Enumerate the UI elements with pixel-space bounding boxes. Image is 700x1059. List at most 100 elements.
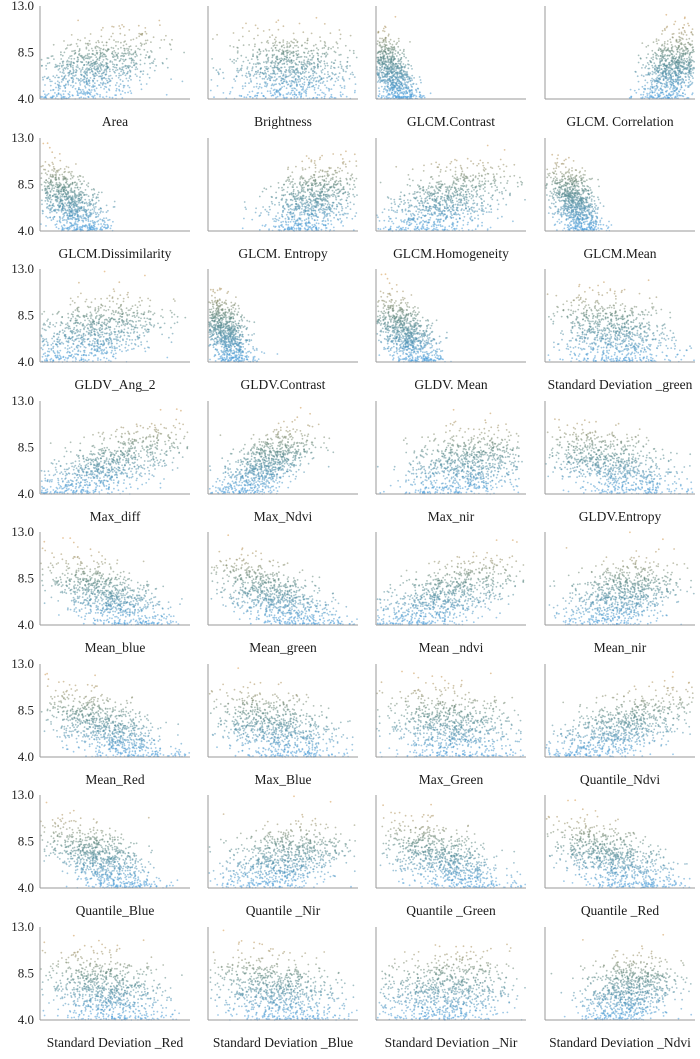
- data-point: [291, 180, 294, 183]
- data-point: [299, 217, 302, 219]
- data-point: [670, 44, 673, 46]
- data-point: [83, 59, 85, 61]
- data-point: [672, 75, 674, 78]
- data-point: [311, 52, 314, 55]
- data-point: [677, 79, 680, 82]
- data-point: [101, 41, 104, 44]
- data-point: [682, 72, 685, 75]
- data-point: [76, 210, 79, 213]
- data-point: [110, 224, 113, 227]
- data-point: [99, 62, 102, 64]
- data-point: [650, 57, 653, 59]
- data-point: [296, 54, 299, 57]
- data-point: [97, 199, 100, 202]
- data-point: [56, 188, 58, 191]
- data-point: [64, 195, 67, 198]
- data-point: [669, 77, 672, 79]
- data-point: [685, 79, 687, 82]
- data-point: [77, 197, 79, 200]
- data-point: [381, 68, 383, 71]
- data-point: [318, 75, 321, 77]
- data-point: [299, 78, 301, 81]
- data-point: [295, 39, 297, 41]
- data-point: [690, 74, 692, 77]
- data-point: [246, 76, 248, 79]
- data-point: [68, 210, 70, 213]
- data-point: [59, 190, 61, 192]
- data-point: [355, 177, 358, 179]
- data-point: [321, 47, 324, 50]
- data-point: [60, 51, 62, 54]
- data-point: [314, 201, 316, 204]
- data-point: [119, 32, 122, 35]
- data-point: [382, 29, 384, 32]
- data-point: [117, 48, 120, 50]
- data-point: [47, 169, 50, 172]
- data-point: [389, 69, 392, 72]
- data-point: [311, 189, 313, 191]
- data-point: [63, 40, 65, 42]
- data-point: [353, 202, 355, 205]
- data-point: [402, 74, 405, 77]
- data-point: [79, 82, 81, 84]
- data-point: [301, 183, 304, 186]
- data-point: [86, 90, 89, 93]
- data-point: [403, 90, 405, 93]
- data-point: [63, 84, 65, 87]
- data-point: [287, 166, 290, 168]
- data-point: [72, 174, 75, 177]
- data-point: [105, 204, 108, 206]
- data-point: [400, 57, 403, 59]
- data-point: [398, 80, 401, 83]
- data-point: [281, 58, 284, 61]
- data-point: [654, 64, 657, 67]
- data-point: [641, 42, 644, 44]
- data-point: [391, 91, 393, 94]
- data-point: [661, 82, 664, 85]
- data-point: [315, 203, 318, 205]
- data-point: [81, 226, 84, 228]
- data-point: [159, 24, 161, 26]
- data-point: [256, 56, 259, 58]
- data-point: [395, 83, 398, 85]
- data-point: [387, 73, 390, 76]
- data-point: [687, 74, 689, 76]
- data-point: [146, 39, 149, 42]
- data-point: [95, 226, 98, 229]
- data-point: [398, 82, 401, 85]
- data-point: [84, 57, 87, 60]
- data-point: [83, 201, 86, 204]
- data-point: [321, 169, 324, 172]
- data-point: [337, 66, 340, 69]
- data-point: [658, 77, 661, 80]
- data-point: [271, 66, 274, 69]
- data-point: [683, 89, 686, 91]
- data-point: [274, 63, 277, 65]
- data-point: [310, 175, 312, 177]
- data-point: [664, 29, 666, 31]
- data-point: [74, 71, 77, 74]
- data-point: [73, 181, 76, 183]
- scatter-plot: [544, 6, 695, 100]
- data-point: [252, 49, 254, 51]
- data-point: [332, 152, 335, 155]
- data-point: [265, 85, 268, 88]
- data-point: [383, 80, 386, 83]
- data-point: [409, 90, 411, 92]
- data-point: [307, 216, 310, 219]
- data-point: [267, 42, 270, 44]
- data-point: [165, 57, 168, 60]
- data-point: [70, 66, 72, 68]
- data-point: [254, 94, 257, 97]
- data-point: [100, 35, 103, 38]
- data-point: [105, 65, 107, 68]
- data-point: [78, 207, 81, 210]
- data-point: [54, 223, 57, 226]
- data-point: [657, 49, 660, 52]
- data-point: [49, 96, 52, 99]
- data-point: [70, 222, 73, 224]
- data-point: [644, 79, 647, 82]
- data-point: [102, 55, 104, 58]
- data-point: [687, 49, 690, 52]
- data-point: [325, 187, 328, 190]
